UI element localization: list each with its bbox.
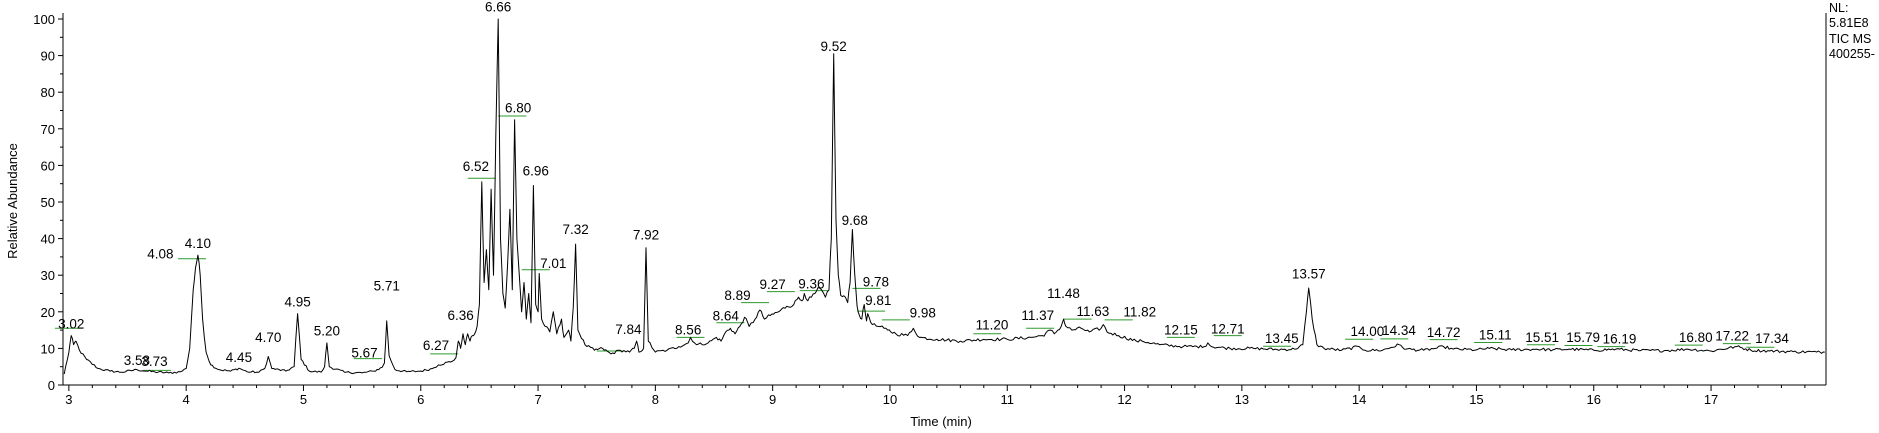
nl-value: 5.81E8 (1829, 16, 1869, 30)
peak-label: 12.15 (1164, 322, 1198, 337)
nl-label: NL: (1829, 1, 1849, 15)
y-axis: 0 10 20 30 40 50 60 70 80 90 100 (33, 12, 1827, 393)
peak-label: 14.72 (1427, 325, 1461, 340)
peak-label: 5.71 (374, 279, 400, 294)
peak-label: 8.56 (675, 322, 701, 337)
y-tick-label: 20 (41, 305, 55, 320)
peak-label: 6.96 (523, 163, 549, 178)
y-tick-label: 10 (41, 341, 55, 356)
peak-label: 4.45 (226, 350, 252, 365)
x-tick-label: 13 (1235, 392, 1249, 407)
peak-label: 13.57 (1292, 266, 1326, 281)
x-tick-label: 11 (1001, 392, 1015, 407)
peak-label: 13.45 (1265, 331, 1299, 346)
peak-label: 4.70 (255, 330, 281, 345)
peak-label: 6.27 (423, 338, 449, 353)
peak-label: 15.79 (1566, 330, 1600, 345)
peak-label: 12.71 (1211, 321, 1245, 336)
peak-label: 6.66 (485, 0, 511, 15)
peak-label: 9.52 (821, 39, 847, 54)
x-tick-label: 17 (1704, 392, 1718, 407)
peak-label: 5.67 (351, 346, 377, 361)
peak-label: 5.20 (314, 324, 340, 339)
x-tick-label: 5 (300, 392, 307, 407)
peak-label: 7.92 (633, 227, 659, 242)
peak-label: 11.20 (976, 318, 1009, 333)
peak-label: 15.11 (1479, 328, 1512, 343)
peak-label: 4.95 (284, 294, 310, 309)
green-ticks (54, 115, 1775, 371)
x-tick-label: 15 (1469, 392, 1483, 407)
peak-label: 16.19 (1603, 331, 1637, 346)
y-tick-label: 60 (41, 158, 55, 173)
peak-label: 3.73 (141, 354, 167, 369)
y-tick-label: 40 (41, 232, 55, 247)
peak-label: 6.80 (505, 100, 531, 115)
y-tick-label: 70 (41, 122, 55, 137)
trace-type-label: TIC MS (1829, 32, 1872, 46)
peak-label: 4.08 (147, 247, 173, 262)
x-tick-label: 14 (1352, 392, 1366, 407)
peak-label: 11.37 (1021, 308, 1054, 323)
peak-label: 11.48 (1047, 286, 1080, 301)
peak-label: 11.63 (1076, 304, 1109, 319)
x-tick-label: 7 (534, 392, 541, 407)
y-tick-label: 30 (41, 268, 55, 283)
peak-label: 17.34 (1755, 331, 1789, 346)
x-axis-title: Time (min) (910, 414, 972, 429)
peak-label: 7.32 (562, 222, 588, 237)
x-tick-label: 9 (769, 392, 776, 407)
tic-trace (63, 18, 1825, 375)
peak-label: 9.81 (865, 293, 891, 308)
peak-label: 8.64 (713, 309, 740, 324)
sample-id-label: 400255- (1829, 47, 1875, 61)
peak-label: 9.36 (798, 276, 824, 291)
peak-labels: 3.02 3.583.73 4.08 4.10 4.454.70 4.95 5.20 5.67… (58, 0, 1789, 369)
peak-label: 8.89 (724, 288, 750, 303)
y-tick-label: 100 (33, 12, 55, 27)
peak-label: 16.80 (1679, 330, 1713, 345)
x-tick-label: 8 (652, 392, 659, 407)
peak-label: 3.58 (124, 353, 150, 368)
x-tick-label: 10 (883, 392, 897, 407)
peak-label: 9.98 (910, 305, 936, 320)
peak-label: 4.10 (185, 236, 211, 251)
peak-label: 9.78 (863, 275, 889, 290)
peak-label: 14.34 (1382, 323, 1416, 338)
peak-label: 6.36 (448, 308, 474, 323)
x-tick-label: 16 (1587, 392, 1601, 407)
x-tick-label: 12 (1117, 392, 1131, 407)
peak-label: 9.68 (842, 213, 868, 228)
y-tick-label: 80 (41, 85, 55, 100)
y-tick-label: 90 (41, 49, 55, 64)
y-tick-label: 50 (41, 195, 55, 210)
peak-label: 17.22 (1715, 329, 1749, 344)
y-tick-label: 0 (48, 378, 55, 393)
peak-label: 11.82 (1123, 305, 1156, 320)
peak-label: 15.51 (1525, 330, 1559, 345)
y-axis-title: Relative Abundance (5, 143, 20, 259)
x-tick-label: 6 (417, 392, 424, 407)
x-tick-label: 4 (183, 392, 190, 407)
peak-label: 3.02 (58, 316, 84, 331)
peak-label: 7.01 (540, 256, 566, 271)
peak-label: 14.00 (1350, 324, 1384, 339)
x-tick-label: 3 (65, 392, 72, 407)
peak-label: 9.27 (760, 277, 786, 292)
peak-label: 7.84 (615, 322, 642, 337)
peak-label: 6.52 (463, 159, 489, 174)
x-axis: 3 4 5 6 7 8 9 10 11 12 13 14 15 16 17 (63, 384, 1826, 407)
